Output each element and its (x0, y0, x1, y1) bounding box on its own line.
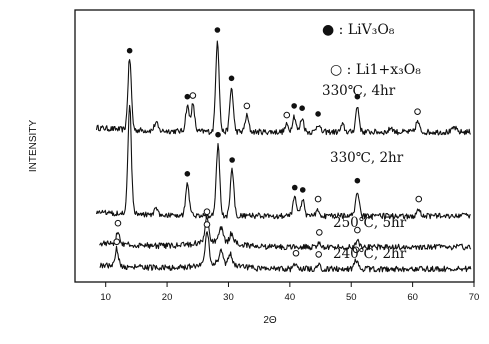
liv3o8-peak-marker (354, 93, 361, 100)
series-traces (95, 40, 472, 273)
x-tick-label: 60 (407, 292, 418, 303)
liv3o8-peak-marker (215, 131, 221, 138)
series-label: 330℃, 2hr (330, 150, 404, 166)
liv3o8-peak-marker (184, 93, 191, 100)
legend-entry-liv3o8: ● : LiV₃O₈ (322, 22, 395, 38)
x-tick-label: 40 (285, 292, 296, 303)
legend-entry-li1xv3o8: ○ : Li1+x₃O₈ (330, 62, 421, 78)
li1xv3o8-peak-marker (189, 92, 197, 99)
xrd-trace-line (95, 104, 471, 220)
x-tick-label: 50 (346, 292, 357, 303)
liv3o8-peak-marker (229, 157, 235, 163)
legend: ● : LiV₃O₈ ○ : Li1+x₃O₈ (322, 22, 421, 78)
x-axis-title: 2Θ (263, 315, 277, 326)
plot-frame (74, 9, 475, 283)
li1xv3o8-peak-marker (292, 249, 300, 257)
liv3o8-peak-marker (291, 103, 297, 109)
liv3o8-peak-marker (291, 184, 298, 191)
liv3o8-peak-marker (315, 111, 321, 117)
liv3o8-peak-marker (354, 177, 361, 184)
liv3o8-peak-marker (184, 171, 191, 177)
liv3o8-peak-marker (126, 47, 133, 54)
series-label: 240℃, 2hr (333, 246, 407, 262)
liv3o8-peak-marker (299, 105, 305, 111)
x-axis-ticks: 10 20 30 40 50 60 70 (100, 282, 479, 303)
x-tick-label: 70 (469, 292, 480, 303)
li1xv3o8-peak-marker (354, 226, 361, 234)
li1xv3o8-peak-marker (203, 208, 211, 215)
li1xv3o8-peak-marker (113, 238, 121, 246)
li1xv3o8-peak-marker (415, 195, 423, 203)
li1xv3o8-peak-marker (316, 229, 323, 236)
series-labels: 330℃, 4hr 330℃, 2hr 250℃, 5hr 240℃, 2hr (322, 83, 407, 262)
li1xv3o8-peak-marker (203, 221, 211, 228)
li1xv3o8-peak-marker (114, 219, 122, 227)
series-label: 330℃, 4hr (322, 83, 396, 99)
li1xv3o8-peak-marker (314, 195, 322, 203)
xrd-trace-line (99, 231, 472, 273)
peak-markers (113, 27, 423, 258)
li1xv3o8-peak-marker (283, 111, 291, 119)
liv3o8-peak-marker (214, 27, 221, 33)
li1xv3o8-peak-marker (414, 108, 421, 115)
series-label: 250℃, 5hr (333, 215, 407, 231)
y-axis-title: INTENSITY (28, 120, 39, 173)
li1xv3o8-peak-marker (352, 246, 360, 254)
x-tick-label: 20 (162, 292, 173, 303)
xrd-trace-line (99, 216, 472, 251)
liv3o8-peak-marker (228, 75, 235, 82)
li1xv3o8-peak-marker (315, 251, 322, 258)
xrd-trace-line (95, 40, 472, 136)
x-tick-label: 30 (223, 292, 234, 303)
li1xv3o8-peak-marker (243, 102, 251, 110)
liv3o8-peak-marker (299, 187, 306, 193)
x-tick-label: 10 (100, 292, 111, 303)
